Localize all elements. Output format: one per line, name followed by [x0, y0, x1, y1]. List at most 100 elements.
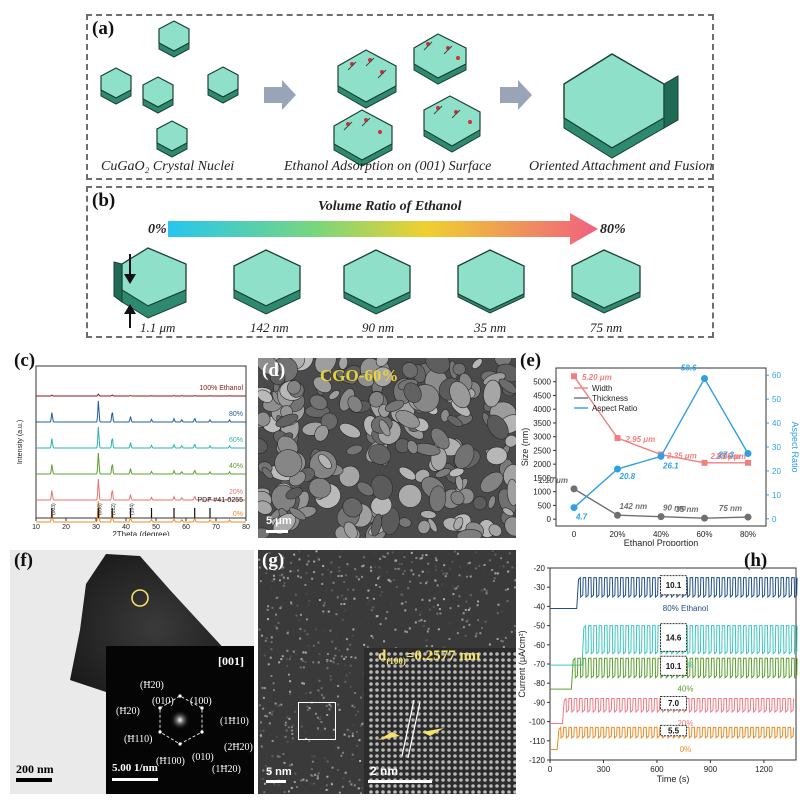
- lattice-dot: [477, 700, 481, 704]
- lattice-dot: [417, 676, 421, 680]
- lattice-dot: [429, 754, 433, 758]
- panel-c-label: (c): [14, 350, 36, 371]
- lattice-dot: [435, 748, 439, 752]
- lattice-dot: [507, 712, 511, 716]
- size-data-label: 2.95 μm: [625, 435, 656, 444]
- lattice-dot: [489, 688, 493, 692]
- lattice-dot: [495, 670, 499, 674]
- hrtem-noise: [260, 634, 263, 637]
- hrtem-noise: [366, 645, 369, 648]
- lattice-dot: [411, 718, 415, 722]
- hrtem-noise: [321, 693, 324, 696]
- current-ytick-label: -70: [533, 660, 545, 669]
- lattice-dot: [477, 736, 481, 740]
- hrtem-noise: [457, 605, 460, 608]
- hrtem-noise: [468, 607, 471, 610]
- hrtem-noise: [258, 647, 261, 650]
- hrtem-noise: [342, 777, 345, 780]
- lattice-dot: [369, 760, 373, 764]
- lattice-dot: [387, 730, 391, 734]
- lattice-dot: [369, 724, 373, 728]
- xrd-ref-label: PDF #41-0255: [197, 497, 243, 504]
- hrtem-scale-bar: [266, 780, 286, 783]
- hrtem-noise: [426, 580, 429, 583]
- current-ytick-label: -90: [533, 698, 545, 707]
- hrtem-noise: [483, 563, 486, 566]
- hrtem-noise: [341, 618, 344, 621]
- lattice-dot: [375, 694, 379, 698]
- lattice-dot: [471, 790, 475, 794]
- hrtem-noise: [456, 552, 459, 555]
- hrtem-noise: [277, 621, 280, 624]
- hrtem-noise: [437, 628, 440, 631]
- hrtem-noise: [353, 706, 356, 709]
- hrtem-noise: [442, 598, 445, 601]
- hrtem-noise: [405, 630, 408, 633]
- hrtem-noise: [351, 634, 354, 637]
- size-chart: 0500100015002000250030003500400045005000…: [520, 364, 800, 546]
- fringe-arrow-right: [422, 728, 444, 736]
- lattice-dot: [429, 700, 433, 704]
- hrtem-noise: [478, 564, 481, 567]
- lattice-dot: [381, 694, 385, 698]
- lattice-dot: [465, 736, 469, 740]
- lattice-dot: [423, 682, 427, 686]
- hrtem-noise: [282, 576, 285, 579]
- lattice-dot: [513, 766, 516, 770]
- hrtem-noise: [439, 612, 442, 615]
- hrtem-noise: [318, 679, 321, 682]
- hrtem-noise: [410, 551, 413, 554]
- lattice-dot: [459, 784, 463, 788]
- hrtem-noise: [500, 610, 503, 613]
- hrtem-noise: [379, 557, 382, 560]
- hrtem-noise: [280, 703, 283, 706]
- lattice-dot: [375, 664, 379, 668]
- hrtem-noise: [361, 575, 364, 578]
- lattice-dot: [471, 652, 475, 656]
- lattice-dot: [369, 748, 373, 752]
- lattice-dot: [453, 658, 457, 662]
- lattice-dot: [501, 694, 505, 698]
- hrtem-noise: [302, 651, 305, 654]
- lattice-dot: [501, 676, 505, 680]
- sem-flake: [314, 358, 337, 374]
- lattice-dot: [387, 658, 391, 662]
- hrtem-noise: [291, 737, 294, 740]
- lattice-dot: [375, 766, 379, 770]
- size-data-label: 26.1: [662, 461, 679, 470]
- hrtem-noise: [335, 635, 338, 638]
- hrtem-noise: [312, 644, 315, 647]
- lattice-dot: [369, 790, 373, 794]
- lattice-dot: [417, 784, 421, 788]
- lattice-dot: [483, 766, 487, 770]
- lattice-dot: [465, 712, 469, 716]
- hrtem-noise: [283, 761, 286, 764]
- lattice-dot: [489, 706, 493, 710]
- xrd-xtick-label: 10: [32, 524, 40, 531]
- lattice-dot: [369, 652, 373, 656]
- hrtem-noise: [314, 712, 317, 715]
- hrtem-noise: [449, 607, 452, 610]
- lattice-dot: [477, 742, 481, 746]
- lattice-dot: [507, 784, 511, 788]
- lattice-dot: [513, 724, 516, 728]
- lattice-dot: [507, 730, 511, 734]
- size-data-label: 5.20 μm: [582, 373, 612, 382]
- lattice-dot: [441, 748, 445, 752]
- size-xtick-label: 20%: [609, 530, 625, 539]
- lattice-dot: [459, 742, 463, 746]
- hrtem-noise: [414, 621, 417, 624]
- hrtem-noise: [275, 597, 278, 600]
- hrtem-noise: [337, 746, 340, 749]
- hrtem-noise: [443, 564, 446, 567]
- lattice-dot: [399, 670, 403, 674]
- hrtem-noise: [289, 570, 292, 573]
- hrtem-noise: [321, 582, 324, 585]
- lattice-dot: [369, 718, 373, 722]
- hrtem-noise: [371, 606, 374, 609]
- lattice-dot: [375, 736, 379, 740]
- hrtem-noise: [378, 586, 381, 589]
- selected-area-circle: [131, 589, 149, 607]
- hrtem-noise: [330, 561, 333, 564]
- lattice-dot: [513, 730, 516, 734]
